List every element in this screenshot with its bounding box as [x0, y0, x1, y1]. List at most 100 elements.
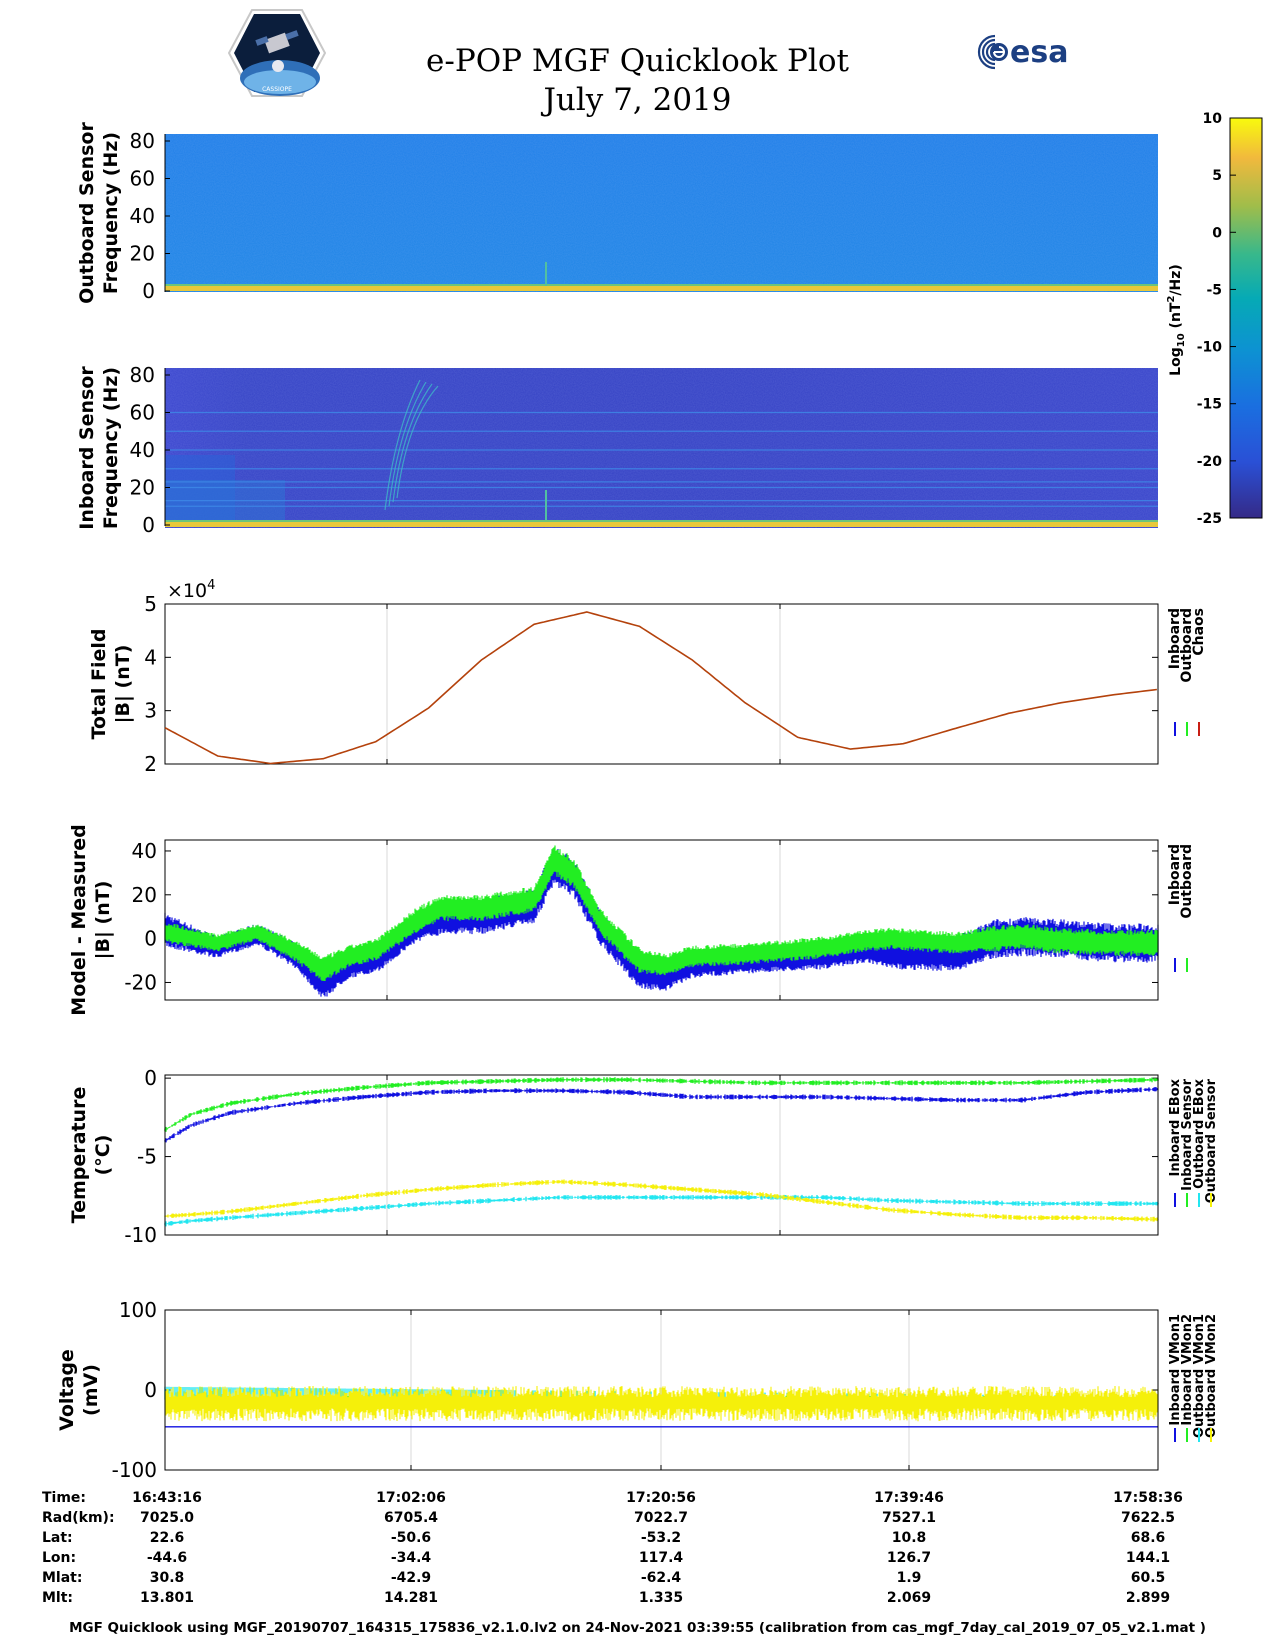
- ephemeris-cell: 30.8: [150, 1570, 185, 1586]
- model-measured-ylabel-line2: |B| (nT): [92, 881, 114, 960]
- ephemeris-cell: 2.899: [1126, 1590, 1170, 1606]
- harmonic-sweep: [388, 381, 427, 507]
- total-field-exponent-power: 4: [207, 578, 215, 593]
- ephemeris-row-label: Rad(km):: [42, 1510, 115, 1526]
- ephemeris-cell: -44.6: [147, 1550, 187, 1566]
- ephemeris-cell: 126.7: [887, 1550, 931, 1566]
- spec-y-tick-label: 40: [130, 204, 155, 228]
- colorbar-gradient: [1229, 117, 1263, 519]
- colorbar-tick-label: -5: [1206, 282, 1222, 298]
- colorbar-tick-label: -15: [1197, 397, 1222, 413]
- legend-label: Inboard EBox: [1168, 1078, 1183, 1176]
- model-measured-frame: [164, 839, 1159, 1001]
- colorbar-tick-label: -20: [1197, 454, 1223, 470]
- total-field-line: [164, 611, 1157, 765]
- temperature-ylabel-line2: (°C): [92, 1135, 114, 1176]
- ephemeris-cell: -50.6: [391, 1530, 431, 1546]
- esa-logo-text: esa: [1010, 35, 1068, 70]
- ephemeris-cell: -53.2: [641, 1530, 681, 1546]
- ephemeris-row-label: Lon:: [42, 1550, 76, 1566]
- ephemeris-cell: 2.069: [887, 1590, 931, 1606]
- spec-y-tick-label: 80: [130, 363, 155, 387]
- y-tick-label: 100: [119, 1298, 157, 1322]
- legend-label: Inboard: [1167, 608, 1183, 669]
- harmonic-sweep: [384, 379, 421, 511]
- y-tick-label: 40: [132, 839, 157, 863]
- inboard-ylabel-line1: Inboard Sensor: [76, 366, 98, 530]
- y-tick-label: -20: [124, 970, 157, 994]
- ephemeris-cell: 13.801: [140, 1590, 194, 1606]
- ephemeris-row-label: Lat:: [42, 1530, 73, 1546]
- ephemeris-cell: 1.335: [639, 1590, 683, 1606]
- colorbar-label-end: /Hz): [1168, 264, 1184, 295]
- ephemeris-cell: -62.4: [641, 1570, 682, 1586]
- colorbar: 10 5 0 -5 -10 -15 -20 -25 Log10 (nT2/Hz): [1166, 111, 1263, 527]
- y-tick-label: 0: [144, 1066, 157, 1090]
- ephemeris-cell: 60.5: [1131, 1570, 1166, 1586]
- y-tick-label: 5: [144, 592, 157, 616]
- colorbar-tick-label: -10: [1197, 340, 1223, 356]
- legend-label: Outboard: [1179, 844, 1195, 919]
- colorbar-tick-label: -25: [1197, 511, 1222, 527]
- ephemeris-cell: 1.9: [897, 1570, 922, 1586]
- y-tick-label: 2: [144, 752, 157, 776]
- harmonic-sweep: [396, 385, 439, 499]
- outboard-ylabel-line1: Outboard Sensor: [76, 122, 98, 304]
- ephemeris-cell: 7527.1: [882, 1510, 936, 1526]
- plot-title: e-POP MGF Quicklook Plot: [426, 43, 849, 79]
- outboard-low-freq-band: [165, 286, 1158, 291]
- ephemeris-cell: 144.1: [1126, 1550, 1170, 1566]
- total-field-exponent-base: ×10: [167, 580, 207, 602]
- ephemeris-cell: 16:43:16: [132, 1490, 202, 1506]
- total-field-frame: [164, 603, 1159, 765]
- colorbar-label: Log10 (nT2/Hz): [1166, 264, 1187, 376]
- ephemeris-cell: 17:39:46: [874, 1490, 944, 1506]
- ephemeris-cell: 68.6: [1131, 1530, 1166, 1546]
- colorbar-tick-label: 0: [1212, 225, 1222, 241]
- total-field-axes: [164, 603, 1159, 765]
- legend-label: Outboard Sensor: [1204, 1078, 1219, 1203]
- colorbar-tick-label: 5: [1212, 168, 1222, 184]
- colorbar-label-unit: (nT: [1168, 302, 1184, 333]
- voltage-frame: [164, 1309, 1159, 1471]
- ephemeris-cell: 14.281: [384, 1590, 438, 1606]
- model-measured-ylabel-line1: Model - Measured: [68, 824, 90, 1015]
- legend-label: Inboard VMon2: [1180, 1314, 1195, 1426]
- ephemeris-cell: 7025.0: [140, 1510, 194, 1526]
- inboard-ylabel-line2: Frequency (Hz): [100, 367, 122, 529]
- spec-y-tick-label: 20: [130, 476, 155, 500]
- y-tick-label: 20: [132, 883, 157, 907]
- esa-logo: esa: [975, 30, 1090, 79]
- y-tick-label: 4: [144, 645, 157, 669]
- inboard-spectrogram: [165, 368, 1158, 528]
- ephemeris-cell: 10.8: [892, 1530, 927, 1546]
- ephemeris-row-label: Mlt:: [42, 1590, 73, 1606]
- spec-y-tick-label: 20: [130, 242, 155, 266]
- ephemeris-cell: -34.4: [391, 1550, 432, 1566]
- voltage-ylabel-line1: Voltage: [56, 1349, 78, 1431]
- ephemeris-cell: 22.6: [150, 1530, 185, 1546]
- footer-caption: MGF Quicklook using MGF_20190707_164315_…: [69, 1620, 1206, 1636]
- colorbar-tick-label: 10: [1203, 111, 1223, 127]
- ephemeris-cell: 17:58:36: [1113, 1490, 1183, 1506]
- ephemeris-cell: 7022.7: [634, 1510, 688, 1526]
- legend-label: Chaos: [1191, 608, 1207, 656]
- ephemeris-cell: 17:20:56: [626, 1490, 696, 1506]
- epop-logo: CASSIOPE: [227, 8, 327, 102]
- harmonic-sweep: [392, 383, 433, 503]
- colorbar-label-sup: 2: [1166, 296, 1177, 303]
- spec-y-tick-label: 40: [130, 438, 155, 462]
- ephemeris-cell: 7622.5: [1121, 1510, 1175, 1526]
- spec-y-tick-label: 80: [130, 129, 155, 153]
- y-tick-label: 3: [144, 699, 157, 723]
- ephemeris-table: Time: Rad(km): Lat: Lon: Mlat: Mlt: 16:43:16 70…: [42, 1490, 1183, 1606]
- legend-label: Outboard VMon1: [1192, 1314, 1207, 1438]
- y-tick-label: -100: [112, 1458, 157, 1482]
- y-tick-label: -10: [124, 1223, 157, 1247]
- ephemeris-cell: -42.9: [391, 1570, 431, 1586]
- outboard-spectrogram: [165, 134, 1158, 292]
- legend-label: Inboard VMon1: [1168, 1314, 1183, 1426]
- total-field-ylabel-line1: Total Field: [88, 628, 110, 739]
- spec-y-tick-label: 60: [130, 401, 155, 425]
